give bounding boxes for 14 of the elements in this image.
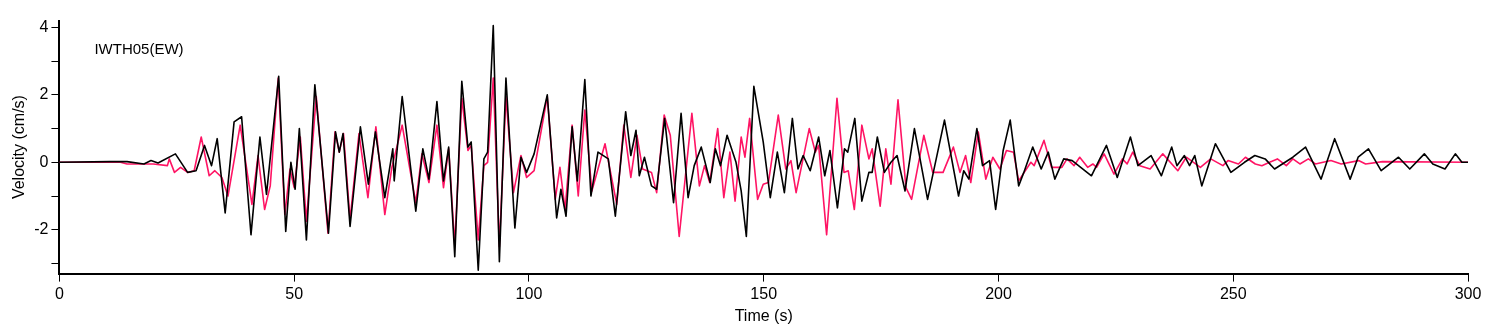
x-tick-label: 0 xyxy=(54,284,64,302)
x-tick-label: 100 xyxy=(515,284,543,302)
annotation: IWTH05(EW) xyxy=(94,40,184,58)
y-tick-label: -2 xyxy=(34,220,49,238)
x-tick-label: 300 xyxy=(1454,284,1482,302)
x-tick-label: 150 xyxy=(750,284,778,302)
y-axis-title: Velocity (cm/s) xyxy=(10,95,28,200)
y-tick-label: 0 xyxy=(39,152,49,170)
y-tick-label: 4 xyxy=(39,17,49,35)
x-tick-label: 200 xyxy=(985,284,1012,302)
x-tick-label: 250 xyxy=(1219,284,1247,302)
x-axis-title: Time (s) xyxy=(734,306,793,324)
y-tick-label: 2 xyxy=(39,85,49,103)
x-tick-label: 50 xyxy=(285,284,304,302)
